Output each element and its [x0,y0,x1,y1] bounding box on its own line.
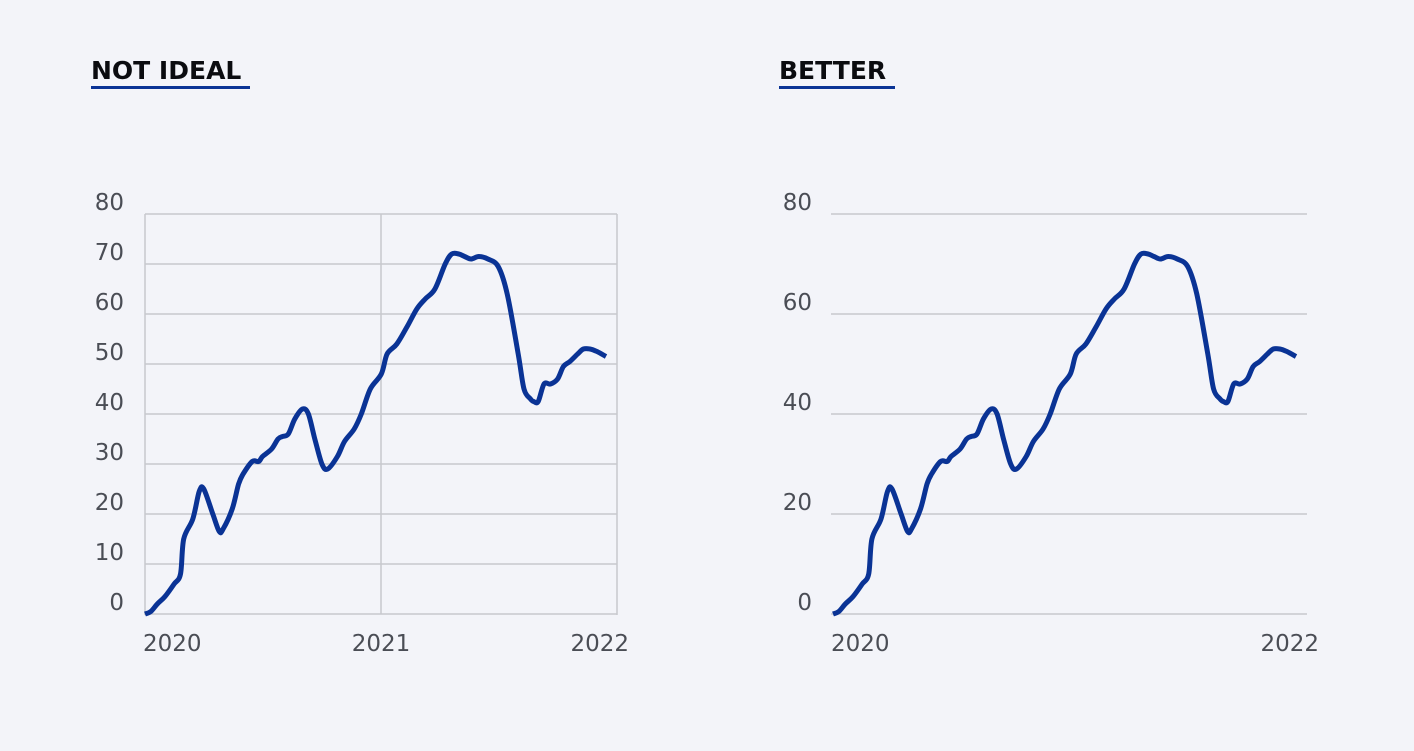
chart-not-ideal: 0 10 20 30 40 50 60 70 80 2020 2021 2022 [95,190,629,657]
panel-title-better: BETTER [779,56,886,85]
y-tick-label-20: 20 [95,490,124,516]
y-tick-label-80: 80 [783,190,812,216]
chart-better: 0 20 40 60 80 2020 2022 [783,190,1319,657]
y-tick-label-80: 80 [95,190,124,216]
x-tick-label-2022: 2022 [570,631,629,657]
y-tick-label-30: 30 [95,440,124,466]
panel-better: BETTER 0 20 40 60 80 2020 2022 [779,56,1319,657]
y-tick-label-0: 0 [109,590,124,616]
y-tick-label-50: 50 [95,340,124,366]
title-underline-better [779,86,895,89]
y-tick-label-0: 0 [797,590,812,616]
x-tick-label-2020: 2020 [143,631,202,657]
y-tick-label-40: 40 [95,390,124,416]
series-line-0 [144,250,608,617]
title-underline-not-ideal [91,86,250,89]
x-tick-label-2021: 2021 [352,631,411,657]
y-tick-label-60: 60 [783,290,812,316]
x-tick-label-2020: 2020 [831,631,890,657]
x-tick-label-2022: 2022 [1260,631,1319,657]
y-tick-label-40: 40 [783,390,812,416]
panel-title-not-ideal: NOT IDEAL [91,56,241,85]
y-tick-label-20: 20 [783,490,812,516]
y-tick-label-10: 10 [95,540,124,566]
series-line-0 [832,250,1298,617]
panel-not-ideal: NOT IDEAL 0 10 20 30 40 50 60 70 80 2020 2021 2022 [91,56,629,657]
y-tick-label-60: 60 [95,290,124,316]
y-tick-label-70: 70 [95,240,124,266]
